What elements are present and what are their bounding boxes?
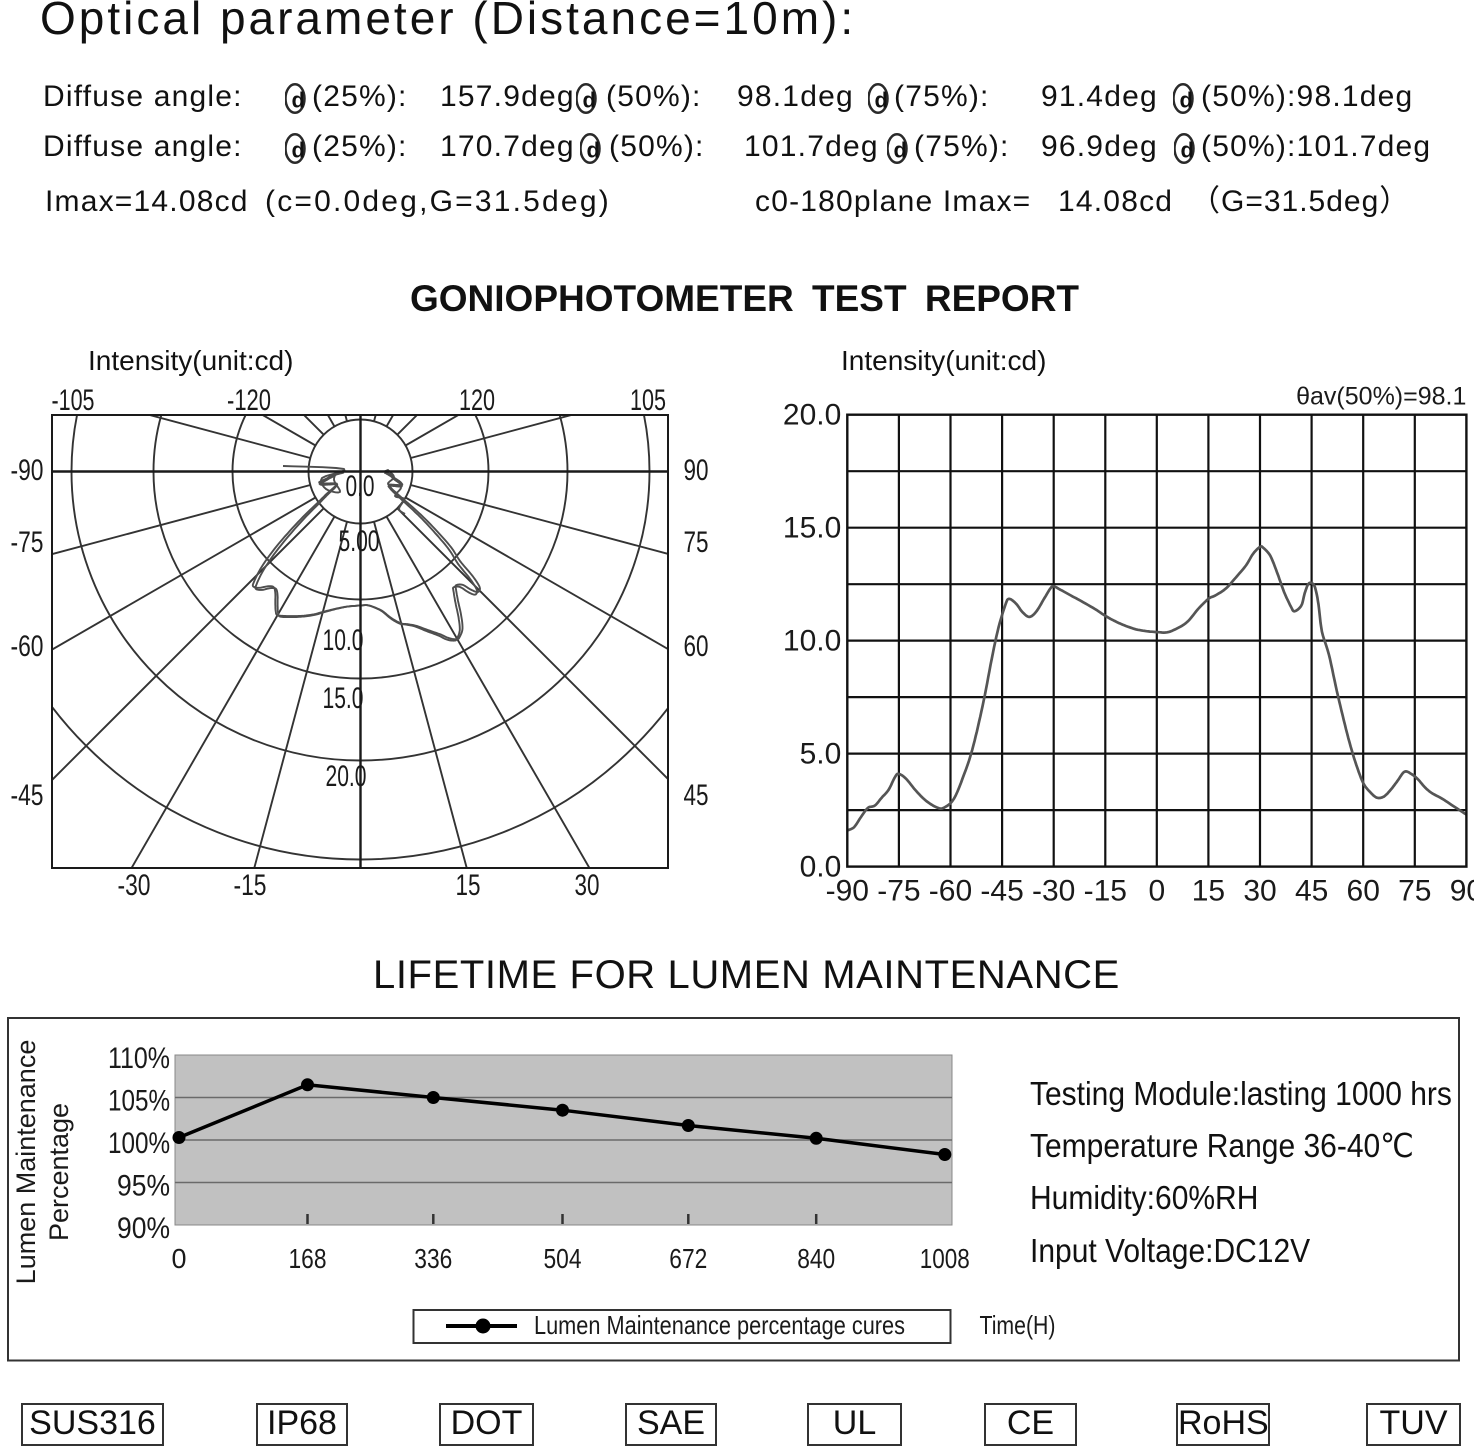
svg-text:20.0: 20.0 — [783, 399, 841, 432]
svg-text:168: 168 — [289, 1243, 327, 1274]
svg-text:120: 120 — [459, 384, 495, 417]
svg-text:75: 75 — [684, 526, 709, 559]
svg-text:-75: -75 — [11, 526, 44, 559]
svg-text:110%: 110% — [108, 1042, 170, 1075]
svg-text:-45: -45 — [980, 875, 1023, 908]
svg-text:105: 105 — [630, 384, 666, 417]
svg-text:30: 30 — [1243, 875, 1276, 908]
svg-text:Percentage: Percentage — [44, 1103, 74, 1241]
svg-text:15: 15 — [456, 869, 481, 902]
svg-text:336: 336 — [414, 1243, 452, 1274]
svg-text:d: d — [292, 138, 307, 163]
svg-text:45: 45 — [684, 779, 709, 812]
svg-text:10.0: 10.0 — [323, 624, 364, 657]
svg-text:-75: -75 — [877, 875, 920, 908]
svg-text:d: d — [583, 88, 598, 113]
svg-text:-60: -60 — [929, 875, 972, 908]
svg-text:d: d — [894, 138, 909, 163]
svg-text:75: 75 — [1398, 875, 1431, 908]
svg-text:-15: -15 — [234, 869, 267, 902]
svg-text:20.0: 20.0 — [326, 760, 367, 793]
svg-text:Time(H): Time(H) — [980, 1310, 1056, 1340]
svg-text:15.0: 15.0 — [783, 512, 841, 545]
svg-text:5.00: 5.00 — [339, 525, 380, 558]
svg-text:-30: -30 — [1032, 875, 1075, 908]
svg-text:90: 90 — [684, 454, 709, 487]
svg-text:d: d — [1181, 138, 1196, 163]
svg-text:840: 840 — [797, 1243, 835, 1274]
svg-text:15.0: 15.0 — [323, 682, 364, 715]
svg-text:-30: -30 — [118, 869, 151, 902]
svg-text:0.0: 0.0 — [346, 470, 375, 503]
svg-text:105%: 105% — [108, 1085, 170, 1118]
svg-text:0: 0 — [172, 1243, 187, 1274]
svg-text:45: 45 — [1295, 875, 1328, 908]
svg-text:30: 30 — [575, 869, 600, 902]
svg-text:d: d — [587, 138, 602, 163]
svg-text:d: d — [875, 88, 890, 113]
svg-text:90: 90 — [1450, 875, 1474, 908]
svg-text:-90: -90 — [11, 454, 44, 487]
svg-text:15: 15 — [1192, 875, 1225, 908]
svg-text:5.0: 5.0 — [800, 738, 842, 771]
svg-text:100%: 100% — [108, 1127, 170, 1160]
svg-text:θav(50%)=98.1: θav(50%)=98.1 — [1296, 383, 1466, 411]
svg-text:Lumen Maintenance: Lumen Maintenance — [11, 1040, 41, 1285]
svg-text:-120: -120 — [227, 384, 271, 417]
svg-text:1008: 1008 — [920, 1243, 970, 1274]
svg-text:504: 504 — [544, 1243, 582, 1274]
svg-text:60: 60 — [684, 630, 709, 663]
svg-text:-60: -60 — [11, 630, 44, 663]
svg-text:d: d — [1180, 88, 1195, 113]
svg-text:0: 0 — [1149, 875, 1166, 908]
svg-text:-90: -90 — [826, 875, 869, 908]
svg-text:10.0: 10.0 — [783, 625, 841, 658]
svg-text:d: d — [292, 88, 307, 113]
svg-text:60: 60 — [1347, 875, 1380, 908]
svg-text:Lumen Maintenance percentage c: Lumen Maintenance percentage cures — [534, 1310, 905, 1340]
svg-text:-45: -45 — [11, 779, 44, 812]
svg-text:90%: 90% — [117, 1212, 170, 1245]
svg-text:0.0: 0.0 — [800, 851, 842, 884]
svg-text:-105: -105 — [52, 384, 95, 417]
svg-text:95%: 95% — [117, 1170, 170, 1203]
svg-text:-15: -15 — [1084, 875, 1127, 908]
svg-text:672: 672 — [669, 1243, 707, 1274]
